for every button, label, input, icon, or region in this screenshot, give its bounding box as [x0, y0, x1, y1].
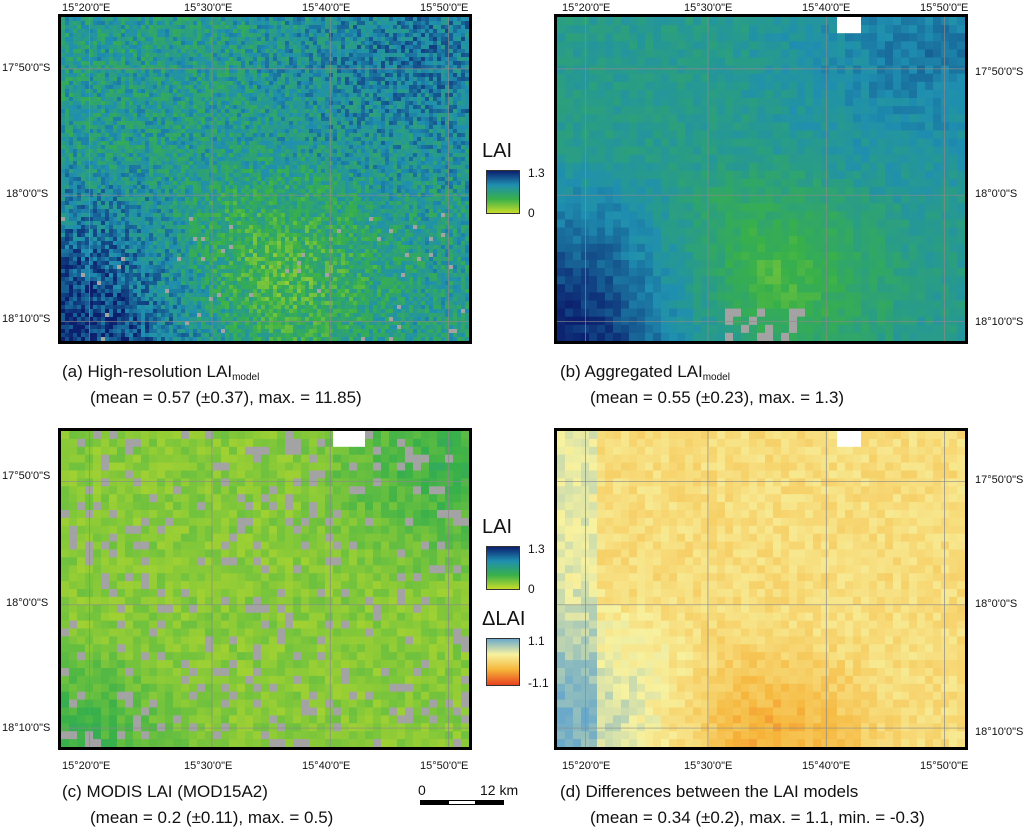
lat-label: 18°10'0"S	[975, 726, 1024, 738]
lon-label: 15°30'0"E	[684, 2, 733, 14]
legend-title: ΔLAI	[482, 608, 526, 630]
lat-label: 18°0'0"S	[6, 597, 49, 609]
scale-end: 12 km	[480, 782, 519, 798]
lon-label: 15°30'0"E	[684, 760, 733, 772]
lon-label: 15°40'0"E	[302, 760, 351, 772]
legend-delta-lai: ΔLAI 1.1 -1.1	[482, 608, 552, 690]
caption-c-stats: (mean = 0.2 (±0.11), max. = 0.5)	[90, 808, 334, 827]
legend-min: 0	[528, 582, 535, 596]
lon-label: 15°20'0"E	[62, 760, 111, 772]
caption-b-subscript: model	[702, 372, 730, 383]
caption-a: (a) High-resolution LAImodel	[62, 360, 259, 390]
caption-d: (d) Differences between the LAI models	[560, 782, 859, 801]
lon-label: 15°40'0"E	[802, 760, 851, 772]
map-modis-lai[interactable]	[58, 428, 472, 750]
map-high-resolution-lai[interactable]	[58, 14, 472, 344]
caption-a-stats: (mean = 0.57 (±0.37), max. = 11.85)	[90, 388, 362, 407]
scale-segment-black	[476, 800, 504, 805]
map-aggregated-lai[interactable]	[554, 14, 968, 344]
scale-bar: 0 12 km	[418, 782, 518, 812]
legend-lai-top: LAI 1.3 0	[482, 140, 552, 220]
legend-min: -1.1	[528, 676, 549, 690]
lon-label: 15°50'0"E	[420, 2, 469, 14]
lon-label: 15°50'0"E	[420, 760, 469, 772]
legend-max: 1.3	[528, 542, 545, 556]
caption-b-stats: (mean = 0.55 (±0.23), max. = 1.3)	[590, 388, 845, 407]
lon-label: 15°20'0"E	[562, 2, 611, 14]
lon-label: 15°20'0"E	[562, 760, 611, 772]
scale-start: 0	[418, 782, 426, 798]
lon-label: 15°30'0"E	[184, 760, 233, 772]
lon-label: 15°50'0"E	[920, 2, 969, 14]
lon-label: 15°20'0"E	[62, 2, 111, 14]
lat-label: 18°0'0"S	[6, 188, 49, 200]
legend-max: 1.3	[528, 166, 545, 180]
lon-label: 15°50'0"E	[920, 760, 969, 772]
caption-b: (b) Aggregated LAImodel	[560, 360, 730, 390]
caption-a-subscript: model	[232, 372, 260, 383]
lat-label: 18°0'0"S	[975, 598, 1018, 610]
legend-lai-bottom: LAI 1.3 0	[482, 516, 552, 596]
caption-d-stats: (mean = 0.34 (±0.2), max. = 1.1, min. = …	[590, 808, 925, 827]
lat-label: 18°10'0"S	[2, 313, 51, 325]
legend-delta-colorbar	[486, 638, 520, 686]
scale-segment-black	[420, 800, 448, 805]
lat-label: 18°0'0"S	[975, 188, 1018, 200]
caption-a-title: (a) High-resolution LAI	[62, 362, 233, 381]
caption-b-title: (b) Aggregated LAI	[560, 362, 703, 381]
legend-title: LAI	[482, 140, 513, 162]
lat-label: 17°50'0"S	[975, 66, 1024, 78]
legend-lai-colorbar	[486, 170, 520, 214]
legend-min: 0	[528, 206, 535, 220]
lat-label: 17°50'0"S	[2, 470, 51, 482]
lat-label: 17°50'0"S	[975, 474, 1024, 486]
map-lai-differences[interactable]	[554, 428, 968, 750]
caption-c: (c) MODIS LAI (MOD15A2)	[62, 782, 268, 801]
legend-title: LAI	[482, 516, 513, 538]
lon-label: 15°40'0"E	[302, 2, 351, 14]
lon-label: 15°30'0"E	[184, 2, 233, 14]
legend-lai-colorbar	[486, 546, 520, 590]
lon-label: 15°40'0"E	[802, 2, 851, 14]
legend-max: 1.1	[528, 634, 545, 648]
lat-label: 17°50'0"S	[2, 62, 51, 74]
lat-label: 18°10'0"S	[975, 316, 1024, 328]
scale-segment-white	[448, 800, 476, 805]
lat-label: 18°10'0"S	[2, 722, 51, 734]
